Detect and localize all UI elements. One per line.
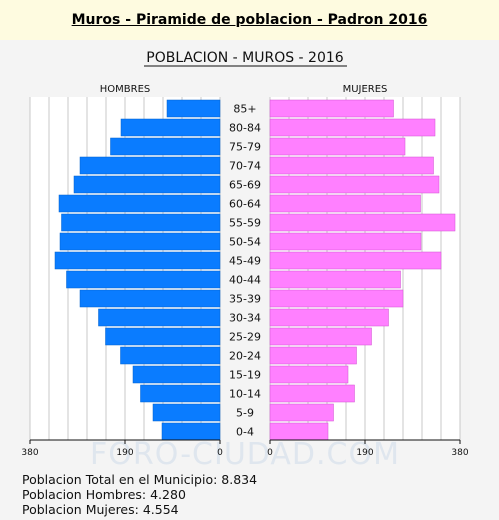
female-bar-85+ [269,99,394,118]
male-bar-75-79 [110,137,221,156]
age-label-65-69: 65-69 [229,179,261,192]
x-axis-ticks: 380 190 0 0 190 380 [21,440,469,458]
male-bar-40-44 [66,270,221,289]
age-label-10-14: 10-14 [229,388,261,401]
x-tick-label: 380 [451,448,468,458]
male-bar-65-69 [73,175,221,194]
female-bar-75-79 [269,137,406,156]
age-label-15-19: 15-19 [229,369,261,382]
female-bar-35-39 [269,289,404,308]
age-label-60-64: 60-64 [229,198,261,211]
age-label-80-84: 80-84 [229,122,261,135]
female-bar-20-24 [269,346,357,365]
age-label-75-79: 75-79 [229,141,261,154]
female-bar-25-29 [269,327,372,346]
male-bar-55-59 [61,213,221,232]
total-population: Poblacion Total en el Municipio: 8.834 [22,472,258,487]
x-tick-label: 380 [21,448,38,458]
age-label-50-54: 50-54 [229,236,261,249]
page-title: Muros - Piramide de poblacion - Padron 2… [71,12,428,28]
age-label-85+: 85+ [233,103,256,116]
female-bar-10-14 [269,384,355,403]
age-label-45-49: 45-49 [229,255,261,268]
age-label-70-74: 70-74 [229,160,261,173]
female-header: MUJERES [343,84,388,95]
chart-title: POBLACION - MUROS - 2016 [146,50,344,66]
male-bar-80-84 [120,118,221,137]
age-label-35-39: 35-39 [229,293,261,306]
female-bar-60-64 [269,194,421,213]
male-header: HOMBRES [100,84,151,95]
male-bar-30-34 [98,308,221,327]
watermark: FORO-CIUDAD.COM [90,437,400,470]
male-bar-0-4 [161,422,221,441]
female-population: Poblacion Mujeres: 4.554 [22,502,179,517]
age-label-20-24: 20-24 [229,350,261,363]
female-bar-5-9 [269,403,334,422]
x-tick-label: 190 [116,448,133,458]
bars [54,99,456,441]
female-bar-40-44 [269,270,401,289]
x-tick-label: 0 [267,448,273,458]
female-bar-45-49 [269,251,442,270]
age-label-5-9: 5-9 [236,407,254,420]
population-pyramid: FORO-CIUDAD.COM POBLACION - MUROS - 2016… [0,40,499,470]
female-bar-55-59 [269,213,456,232]
male-bar-85+ [166,99,221,118]
age-label-55-59: 55-59 [229,217,261,230]
male-bar-60-64 [58,194,221,213]
female-bar-70-74 [269,156,434,175]
male-bar-5-9 [152,403,221,422]
male-bar-25-29 [105,327,221,346]
female-bar-80-84 [269,118,436,137]
male-population: Poblacion Hombres: 4.280 [22,487,186,502]
female-bar-15-19 [269,365,349,384]
male-bar-10-14 [140,384,221,403]
male-bar-50-54 [59,232,221,251]
male-bar-70-74 [79,156,221,175]
age-label-25-29: 25-29 [229,331,261,344]
female-bar-65-69 [269,175,440,194]
x-tick-label: 190 [356,448,373,458]
male-bar-20-24 [120,346,221,365]
age-label-0-4: 0-4 [236,426,254,439]
female-bar-0-4 [269,422,329,441]
population-stats: Poblacion Total en el Municipio: 8.834 P… [22,472,257,517]
female-bar-30-34 [269,308,389,327]
age-label-30-34: 30-34 [229,312,261,325]
page-banner: Muros - Piramide de poblacion - Padron 2… [0,0,499,40]
age-labels: 85+ 80-84 75-79 70-74 65-69 60-64 55-59 50-54 45… [229,103,261,439]
pyramid-svg: FORO-CIUDAD.COM POBLACION - MUROS - 2016… [21,50,469,470]
male-bar-15-19 [132,365,221,384]
x-tick-label: 0 [217,448,223,458]
female-bar-50-54 [269,232,422,251]
age-label-40-44: 40-44 [229,274,261,287]
male-bar-35-39 [79,289,221,308]
male-bar-45-49 [54,251,221,270]
